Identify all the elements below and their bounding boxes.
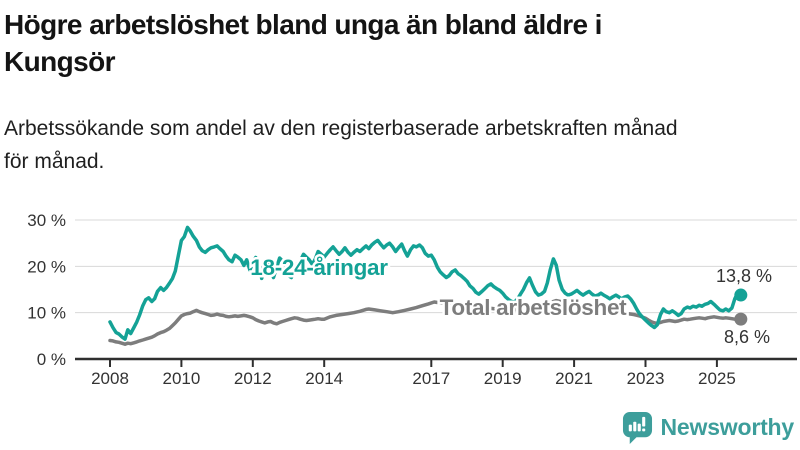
x-axis-label: 2012 [234, 369, 272, 388]
subtitle-line-2: för månad. [4, 150, 105, 173]
series-line-0 [108, 225, 743, 341]
series-end-dot [734, 288, 748, 302]
page-title: Högre arbetslöshet bland unga än bland ä… [4, 6, 796, 80]
line-chart: 0 % 10 % 20 % 30 % 2008 2010 2012 2014 2017 2019 2… [27, 211, 797, 388]
series-line-1 [108, 298, 743, 346]
x-axis-label: 2025 [698, 369, 736, 388]
series-label: Total arbetslöshet [440, 295, 628, 320]
newsworthy-wordmark: Newsworthy [660, 413, 795, 440]
newsworthy-logo: Newsworthy [622, 410, 794, 444]
x-axis-label: 2023 [627, 369, 665, 388]
y-axis-label: 0 % [37, 350, 66, 369]
title-line-2: Kungsör [4, 46, 116, 77]
series-end-value: 13,8 % [716, 266, 772, 286]
y-axis-label: 10 % [27, 304, 66, 323]
series-end-dot [734, 312, 748, 326]
x-axis-label: 2008 [91, 369, 129, 388]
y-axis-label: 20 % [27, 257, 66, 276]
x-axis-label: 2017 [412, 369, 450, 388]
x-axis-label: 2021 [555, 369, 593, 388]
series-label: 18-24-åringar [250, 255, 388, 280]
subtitle-line-1: Arbetssökande som andel av den registerb… [4, 117, 678, 140]
x-axis-label: 2019 [484, 369, 522, 388]
x-axis-label: 2010 [162, 369, 200, 388]
y-axis-label: 30 % [27, 211, 66, 230]
series-end-value: 8,6 % [724, 327, 770, 347]
chart-subtitle: Arbetssökande som andel av den registerb… [4, 112, 796, 178]
x-axis-label: 2014 [305, 369, 343, 388]
title-line-1: Högre arbetslöshet bland unga än bland ä… [4, 9, 602, 40]
newsworthy-icon [622, 411, 652, 444]
